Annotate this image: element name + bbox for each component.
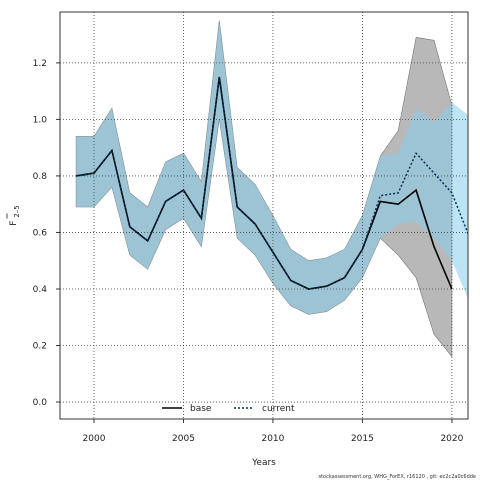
y-axis-label-main: F [9, 221, 19, 226]
x-tick-label: 2010 [261, 434, 284, 444]
plot-frame [59, 11, 469, 420]
y-tick-label: 1.0 [33, 115, 48, 125]
y-axis-label: F 2–5 [6, 205, 21, 226]
y-axis: 0.0 0.2 0.4 0.6 0.8 1.0 1.2 [33, 59, 60, 408]
x-axis: 2000 2005 2010 2015 2020 [83, 419, 464, 444]
legend-label: base [190, 404, 212, 414]
x-tick-label: 2020 [440, 434, 463, 444]
y-tick-label: 1.2 [33, 59, 47, 69]
svg-text:F 2–5: F 2–5 [9, 205, 21, 225]
series-lines [75, 76, 468, 290]
x-tick-label: 2015 [351, 434, 374, 444]
confidence-bands [75, 20, 468, 358]
band-current [76, 20, 468, 315]
y-tick-label: 0.4 [33, 285, 48, 295]
y-tick-label: 0.8 [33, 172, 48, 182]
footer-text: stockassessment.org, WHG_ForEX, r16120 ,… [318, 474, 476, 480]
legend: base current [162, 404, 295, 414]
grid [60, 12, 468, 419]
x-axis-label: Years [251, 458, 276, 468]
legend-item-base: base [162, 404, 212, 414]
x-tick-label: 2005 [172, 434, 195, 444]
y-tick-label: 0.0 [33, 398, 48, 408]
legend-item-current: current [234, 404, 295, 414]
y-axis-label-subscript: 2–5 [13, 205, 21, 217]
y-tick-label: 0.2 [33, 342, 47, 352]
y-tick-label: 0.6 [33, 228, 48, 238]
line-current [75, 76, 468, 290]
x-tick-label: 2000 [83, 434, 106, 444]
legend-label: current [262, 404, 295, 414]
